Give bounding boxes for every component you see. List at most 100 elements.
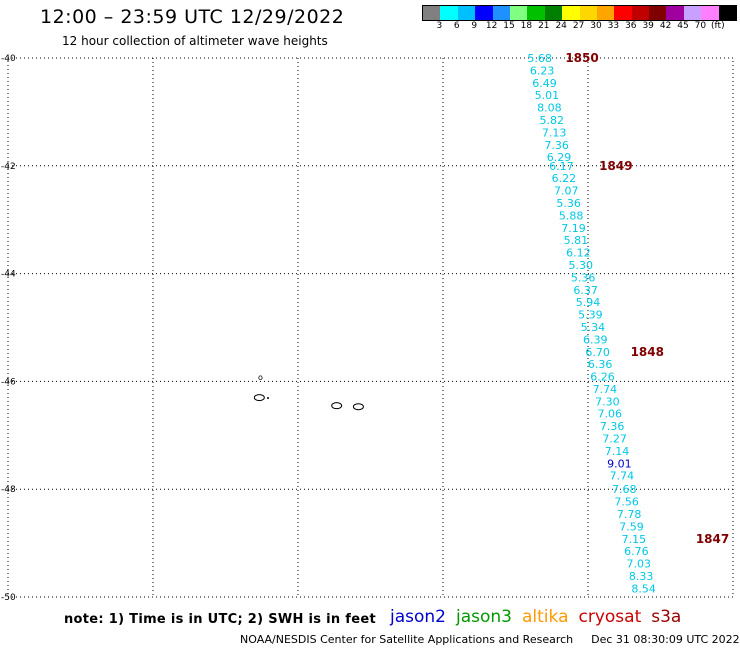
- track-value-label: 5.88: [559, 209, 584, 222]
- legend-swatch: [457, 6, 476, 20]
- track-value-label: 7.15: [622, 533, 647, 546]
- legend-label: 18: [520, 21, 533, 31]
- legend-label: 3: [436, 21, 443, 31]
- map-grid: [7, 57, 734, 598]
- legend-swatch: [649, 6, 667, 20]
- legend-label: 36: [625, 21, 637, 31]
- legend-swatch: [614, 6, 632, 20]
- legend-label: 70: [694, 21, 707, 31]
- legend-swatch: [562, 6, 580, 20]
- track-time-label: 1847: [696, 532, 729, 546]
- track-value-label: 6.17: [549, 160, 574, 173]
- legend-swatch: [440, 6, 458, 20]
- track-value-label: 7.14: [605, 445, 630, 458]
- track-value-label: 7.13: [542, 126, 567, 139]
- lat-tick-label: -50: [1, 593, 16, 603]
- color-legend-labels: 3 6 9 12 15 18 21 24 27 30 33 36 39 42 45 70 (ft): [422, 21, 740, 33]
- legend-swatch: [492, 6, 510, 20]
- footer-note: note: 1) Time is in UTC; 2) SWH is in fe…: [64, 612, 376, 627]
- track-value-label: 7.19: [561, 222, 586, 235]
- island-marion-mark: o: [258, 373, 263, 382]
- legend-swatch: [631, 6, 650, 20]
- legend-label: 33: [607, 21, 620, 31]
- track-value-label: 7.59: [619, 520, 644, 533]
- track-value-label: 9.01: [607, 457, 632, 470]
- legend-label: 9: [471, 21, 478, 31]
- track-time-label: 1848: [631, 345, 664, 359]
- legend-swatch: [701, 6, 719, 20]
- satellite-legend: jason2 jason3 altika cryosat s3a: [390, 607, 691, 627]
- lat-tick-label: -42: [1, 162, 16, 172]
- track-value-label: 7.30: [595, 395, 620, 408]
- track-value-label: 5.34: [581, 321, 606, 334]
- track-value-label: 8.54: [631, 582, 656, 595]
- track-value-label: 6.36: [588, 358, 613, 371]
- island-prince-edward-1: [253, 394, 265, 402]
- track-value-label: 5.36: [556, 197, 581, 210]
- track-value-label: 6.23: [530, 64, 555, 77]
- legend-label: 6: [453, 21, 460, 31]
- track-value-label: 7.36: [600, 420, 625, 433]
- track-value-label: 7.03: [627, 558, 652, 571]
- track-value-label: 7.06: [598, 408, 623, 421]
- legend-swatch: [683, 6, 702, 20]
- page-subtitle: 12 hour collection of altimeter wave hei…: [62, 34, 328, 48]
- track-value-label: 6.70: [585, 346, 610, 359]
- legend-label: (ft): [711, 21, 725, 31]
- track-value-label: 8.33: [629, 570, 654, 583]
- satellite-cryosat: cryosat: [578, 607, 642, 627]
- color-legend-bar: [422, 5, 738, 21]
- map-axis-labels: 454851545760-40-42-44-46-48-50: [1, 54, 16, 603]
- track-value-label: 7.68: [612, 483, 637, 496]
- lat-tick-label: -40: [1, 54, 16, 64]
- track-value-label: 8.08: [537, 102, 562, 115]
- legend-label: 15: [503, 21, 515, 31]
- track-value-label: 5.01: [535, 89, 560, 102]
- track-value-label: 6.22: [552, 172, 577, 185]
- legend-swatch: [579, 6, 597, 20]
- track-value-label: 5.81: [564, 234, 589, 247]
- legend-swatch: [666, 6, 684, 20]
- lat-tick-label: -46: [1, 377, 16, 387]
- track-value-label: 6.39: [583, 333, 608, 346]
- track-value-label: 5.82: [540, 114, 565, 127]
- map-plot: o 5.686.236.495.018.085.827.137.366.296.…: [1, 51, 734, 603]
- track-value-label: 7.36: [544, 139, 569, 152]
- track-value-label: 6.49: [532, 77, 557, 90]
- legend-label: 39: [642, 21, 654, 31]
- legend-swatch: [718, 6, 737, 20]
- island-dot: [267, 397, 269, 399]
- satellite-track: 5.686.236.495.018.085.827.137.366.296.17…: [527, 51, 729, 595]
- track-value-label: 5.68: [527, 52, 552, 65]
- legend-swatch: [509, 6, 528, 20]
- legend-swatch: [596, 6, 615, 20]
- page-title: 12:00 – 23:59 UTC 12/29/2022: [40, 6, 345, 28]
- satellite-altika: altika: [522, 607, 569, 627]
- track-value-label: 6.76: [624, 545, 649, 558]
- track-value-label: 6.29: [547, 151, 572, 164]
- track-value-label: 7.56: [614, 496, 639, 509]
- satellite-jason2: jason2: [390, 607, 446, 627]
- track-value-label: 5.36: [571, 271, 596, 284]
- track-value-label: 5.30: [569, 259, 594, 272]
- legend-swatch: [423, 6, 441, 20]
- track-value-label: 7.74: [593, 383, 618, 396]
- map-islands: o: [253, 373, 364, 411]
- credit-line: NOAA/NESDIS Center for Satellite Applica…: [240, 633, 740, 646]
- legend-swatch: [527, 6, 545, 20]
- track-value-label: 5.39: [578, 309, 603, 322]
- legend-label: 42: [659, 21, 672, 31]
- legend-label: 27: [572, 21, 585, 31]
- track-time-label: 1849: [599, 159, 632, 173]
- credit-text: NOAA/NESDIS Center for Satellite Applica…: [240, 633, 574, 646]
- satellite-jason3: jason3: [456, 607, 512, 627]
- track-value-label: 6.12: [566, 247, 591, 260]
- track-value-label: 6.26: [590, 371, 615, 384]
- legend-swatch: [475, 6, 493, 20]
- track-value-label: 7.07: [554, 185, 579, 198]
- legend-label: 12: [485, 21, 498, 31]
- legend-label: 24: [555, 21, 567, 31]
- legend-swatch: [544, 6, 563, 20]
- legend-label: 21: [538, 21, 550, 31]
- track-value-label: 7.74: [610, 470, 635, 483]
